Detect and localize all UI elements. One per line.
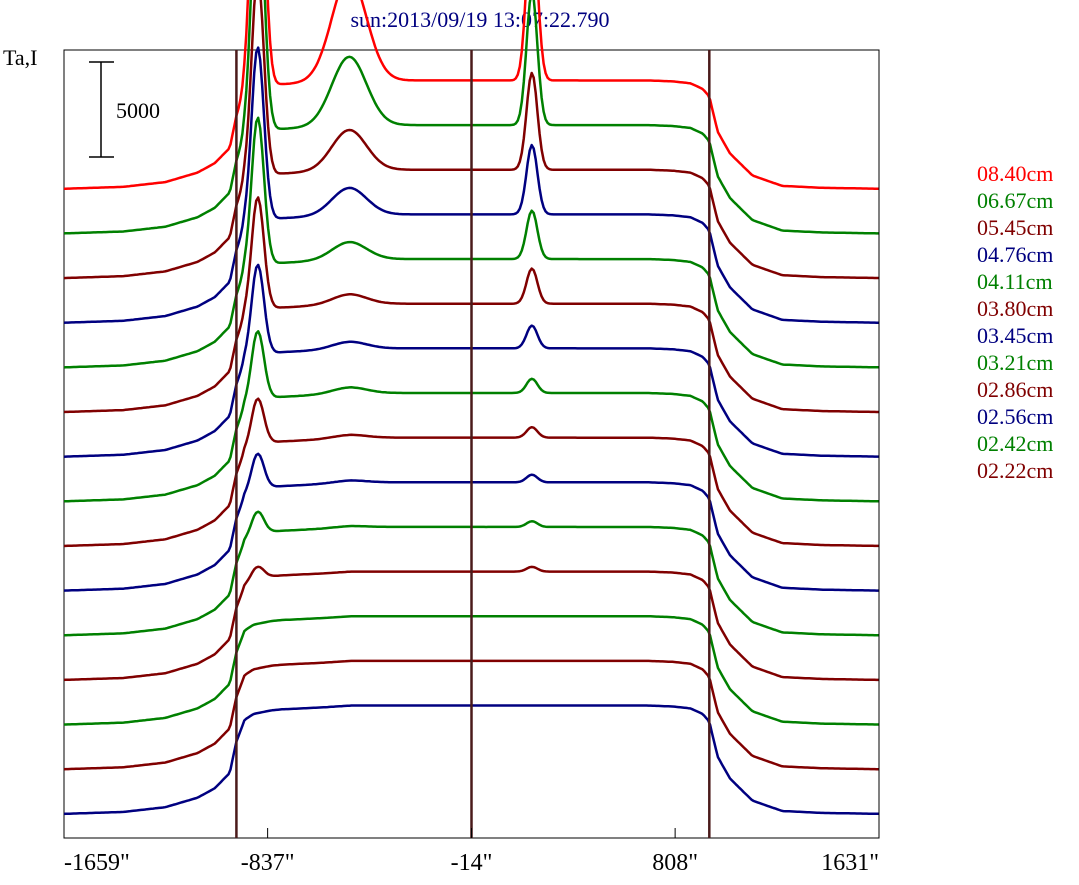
y-axis-label: Ta,I (3, 45, 38, 70)
legend-item-11: 02.42cm (977, 431, 1054, 456)
legend-item-9: 02.86cm (977, 377, 1054, 402)
vertical-lines (235, 50, 711, 838)
legend-item-8: 03.21cm (977, 350, 1054, 375)
x-tick-label-2: -837" (241, 850, 295, 876)
legend-item-10: 02.56cm (977, 404, 1054, 429)
x-tick-label-5: 1631" (821, 850, 879, 876)
scale-bar-label: 5000 (116, 98, 160, 123)
x-axis: -1659" -837" -14" 808" 1631" (63, 828, 880, 876)
x-tick-label-1: -1659" (64, 850, 130, 876)
legend-item-5: 04.11cm (977, 269, 1053, 294)
legend-item-6: 03.80cm (977, 296, 1054, 321)
legend-item-3: 05.45cm (977, 215, 1054, 240)
scale-bar: 5000 (89, 61, 160, 158)
x-tick-label-3: -14" (451, 850, 493, 876)
legend-item-7: 03.45cm (977, 323, 1054, 348)
legend-item-4: 04.76cm (977, 242, 1054, 267)
legend: 08.40cm 06.67cm 05.45cm 04.76cm 04.11cm 03.80… (977, 160, 1053, 484)
legend-item-1: 08.40cm (977, 161, 1054, 186)
x-tick-label-4: 808" (652, 850, 698, 876)
legend-item-2: 06.67cm (977, 188, 1054, 213)
chart-title: sun:2013/09/19 13:07:22.790 (350, 7, 609, 32)
legend-item-12: 02.22cm (977, 458, 1054, 483)
